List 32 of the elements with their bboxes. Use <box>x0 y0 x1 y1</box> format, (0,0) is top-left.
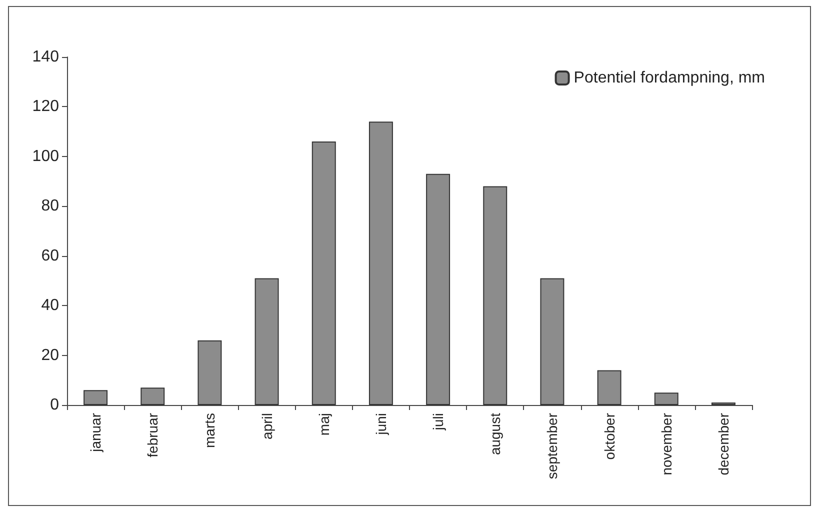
y-tick-label: 100 <box>32 148 60 165</box>
x-tick-label: november <box>658 412 674 476</box>
bar <box>84 390 108 405</box>
x-tick-label: maj <box>316 413 332 436</box>
bar <box>483 186 508 405</box>
bar <box>540 278 564 405</box>
y-tick-label: 140 <box>32 48 60 66</box>
bar <box>140 388 165 405</box>
x-tick-label: februar <box>144 412 161 458</box>
legend-label: Potentiel fordampning, mm <box>574 70 765 86</box>
x-tick-label: juni <box>372 413 389 436</box>
x-tick-label: oktober <box>601 412 618 460</box>
x-tick-label: januar <box>88 412 104 453</box>
bar <box>426 174 450 405</box>
bar <box>312 142 336 405</box>
bar <box>198 340 222 405</box>
bar <box>254 278 279 405</box>
x-tick-label: december <box>715 412 732 476</box>
y-tick-label: 80 <box>41 198 60 215</box>
y-tick-label: 40 <box>41 297 60 314</box>
x-tick-label: september <box>544 412 560 480</box>
y-tick-label: 20 <box>41 346 60 364</box>
x-tick-label: august <box>487 412 504 456</box>
bar <box>654 392 678 405</box>
bar <box>368 122 393 405</box>
x-tick-label: april <box>258 413 275 440</box>
bar <box>597 370 622 405</box>
y-tick-label: 60 <box>41 247 60 264</box>
x-tick-label: juli <box>430 413 446 432</box>
y-tick-label: 0 <box>50 396 60 414</box>
y-tick-label: 120 <box>32 98 60 116</box>
x-tick-label: marts <box>202 413 218 448</box>
